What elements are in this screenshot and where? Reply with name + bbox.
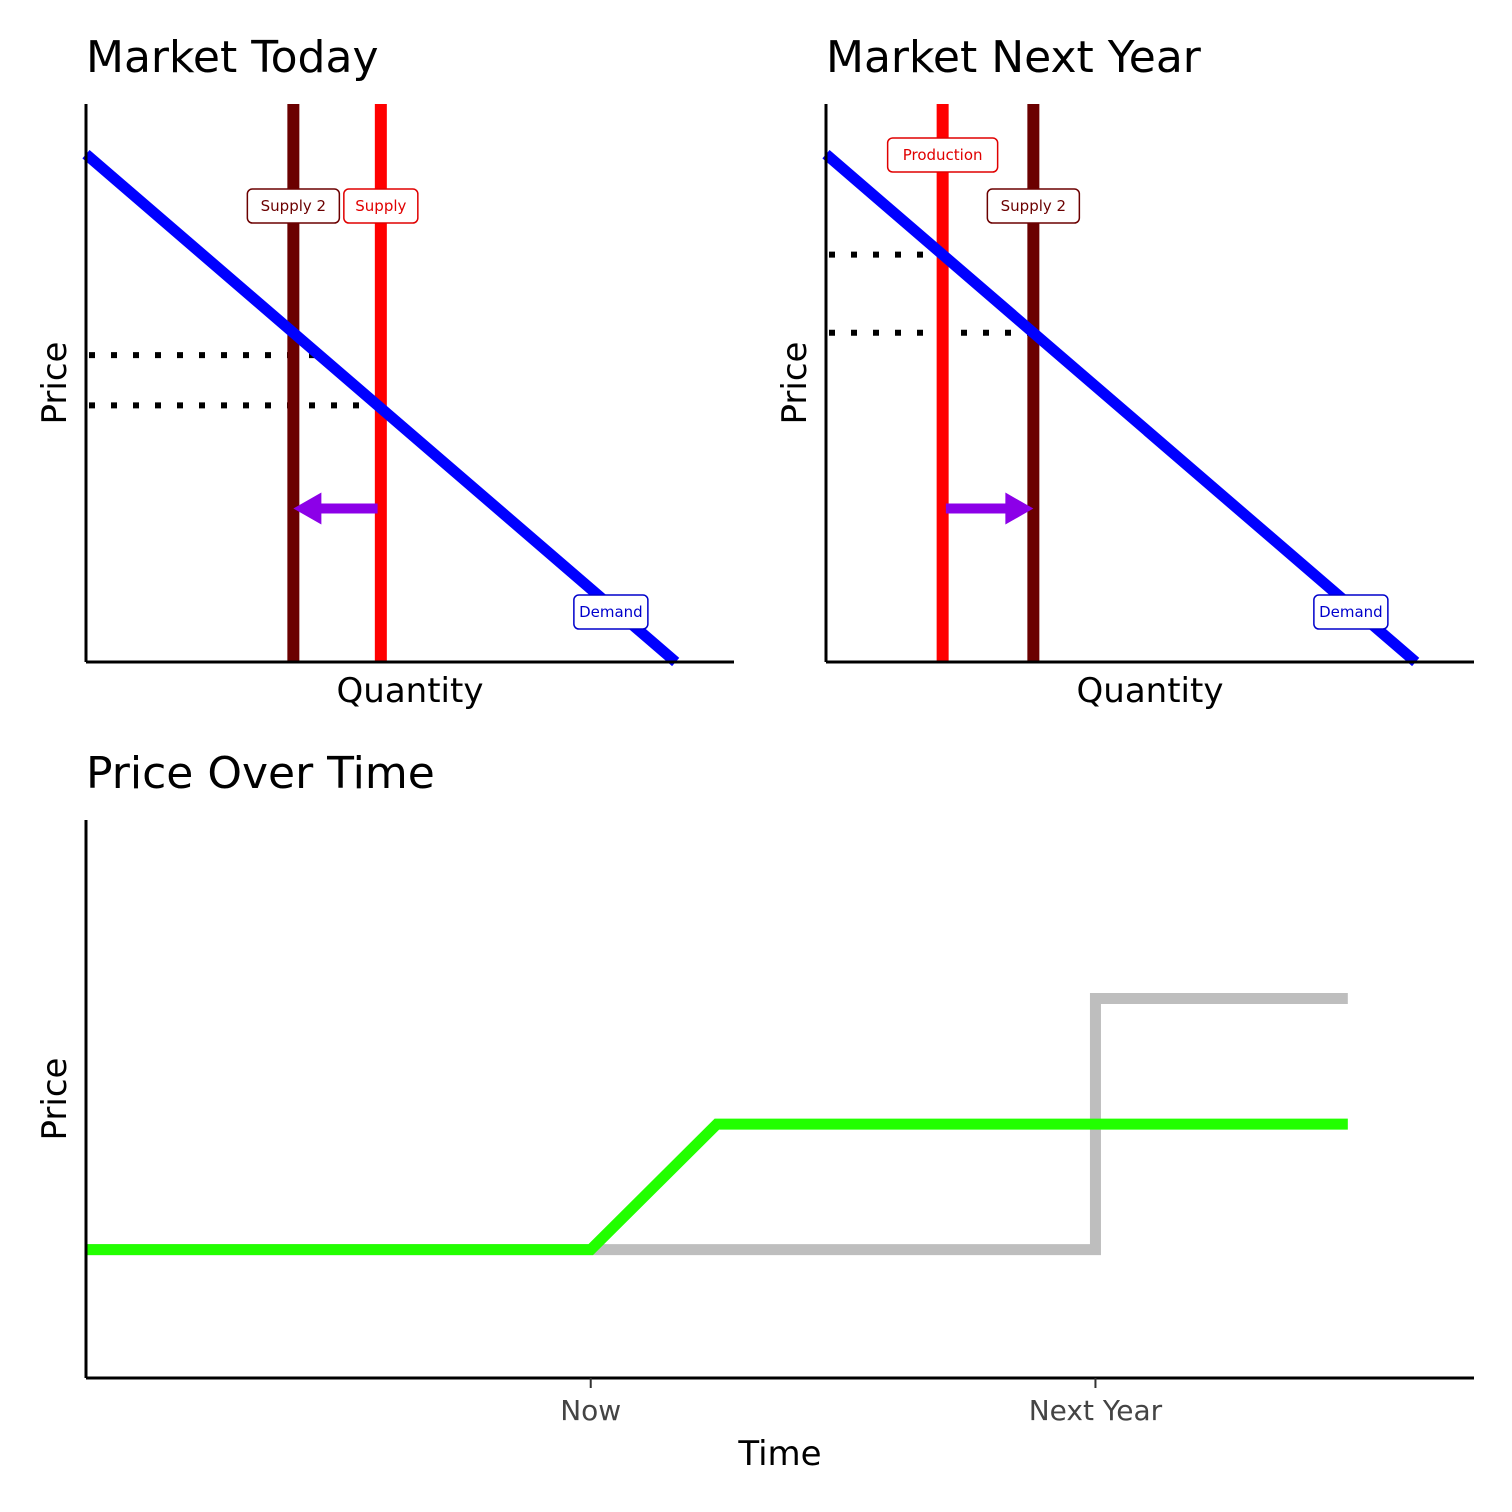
series-label-text: Supply 2	[261, 197, 326, 215]
series-label-box	[343, 188, 419, 224]
series-label-text: Supply 2	[1001, 197, 1066, 215]
x-axis-title: Quantity	[1077, 671, 1224, 711]
y-axis-title: Price	[35, 342, 75, 425]
series-label: Demand	[573, 594, 649, 630]
shift-arrow-head	[293, 492, 322, 525]
chart-title: Market Next Year	[826, 32, 1202, 83]
series-label-text: Demand	[1319, 603, 1383, 621]
series-label: Production	[886, 137, 999, 173]
x-tick-label: Next Year	[1029, 1394, 1163, 1427]
series-label: Demand	[1313, 594, 1389, 630]
y-axis-title: Price	[775, 342, 815, 425]
series-label-text: Supply	[355, 197, 406, 215]
series-label-box	[246, 188, 341, 224]
plot-area: Demand Production Supply 2	[822, 104, 1420, 667]
series-label-box	[886, 137, 999, 173]
panel-market-today: Market Today Demand Supply Supply 2 Quanti…	[35, 32, 734, 711]
price-path-adjusted	[86, 1118, 1348, 1256]
series-label-box	[1313, 594, 1389, 630]
chart-title: Price Over Time	[86, 748, 435, 799]
series-label: Supply 2	[246, 188, 341, 224]
series-label-text: Demand	[579, 603, 643, 621]
plot-area: Demand Supply Supply 2	[82, 104, 680, 667]
x-axis-title: Quantity	[337, 671, 484, 711]
panel-price-over-time: Price Over Time Now Next Year Time Price	[35, 748, 1474, 1474]
demand-line	[82, 150, 680, 667]
series-label-box	[573, 594, 649, 630]
series-label-box	[986, 188, 1081, 224]
shift-arrow-head	[1005, 492, 1034, 525]
series-label: Supply	[343, 188, 419, 224]
series-label: Supply 2	[986, 188, 1081, 224]
plot-area	[86, 993, 1348, 1256]
y-axis-title: Price	[35, 1058, 75, 1141]
demand-line	[822, 150, 1420, 667]
series-label-text: Production	[903, 146, 983, 164]
chart-title: Market Today	[86, 32, 379, 83]
panel-market-next-year: Market Next Year Demand Production Supply …	[775, 32, 1474, 711]
x-axis-title: Time	[737, 1434, 821, 1474]
x-tick-label: Now	[560, 1394, 621, 1427]
x-axis-ticks: Now Next Year	[560, 1378, 1163, 1427]
